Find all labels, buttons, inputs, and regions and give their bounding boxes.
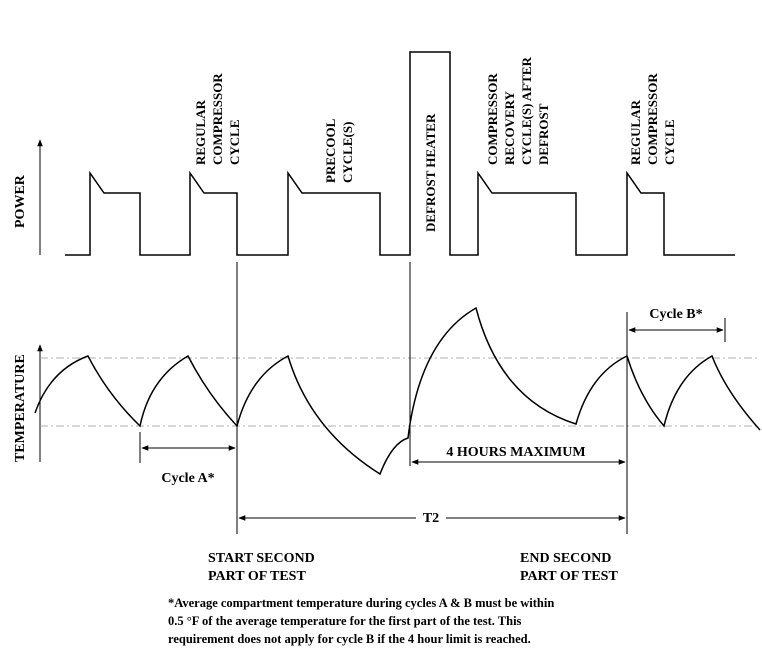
compressor-recovery-label: COMPRESSOR RECOVERY CYCLE(S) AFTER DEFRO… [485,56,551,165]
cycle-a-dimension: Cycle A* [141,445,236,486]
footnote-line-1: *Average compartment temperature during … [168,596,554,610]
cycle-a-label: Cycle A* [161,471,214,486]
defrost-heater-label: DEFROST HEATER [423,113,438,232]
footnote-line-3: requirement does not apply for cycle B i… [168,632,531,646]
svg-text:PART OF TEST: PART OF TEST [208,569,306,584]
svg-text:CYCLE(S): CYCLE(S) [340,122,355,183]
t2-label: T2 [423,511,439,526]
t2-dimension: T2 [238,508,626,526]
precool-cycle-label: PRECOOL CYCLE(S) [323,118,355,183]
temperature-axis-label: TEMPERATURE [13,354,28,462]
svg-text:CYCLE: CYCLE [227,119,242,165]
footnote: *Average compartment temperature during … [168,596,554,646]
power-axis: POWER [13,139,43,255]
svg-text:CYCLE(S) AFTER: CYCLE(S) AFTER [519,56,534,165]
regular-compressor-cycle-label-2: REGULAR COMPRESSOR CYCLE [628,73,677,165]
start-second-part-label: START SECOND PART OF TEST [208,551,315,584]
svg-text:END SECOND: END SECOND [520,551,611,566]
svg-text:DEFROST HEATER: DEFROST HEATER [423,113,438,232]
footnote-line-2: 0.5 °F of the average temperature for th… [168,614,522,628]
power-waveform [65,51,735,256]
svg-text:COMPRESSOR: COMPRESSOR [645,73,660,165]
svg-text:COMPRESSOR: COMPRESSOR [210,73,225,165]
svg-text:PRECOOL: PRECOOL [323,118,338,183]
svg-text:COMPRESSOR: COMPRESSOR [485,73,500,165]
svg-text:CYCLE: CYCLE [662,119,677,165]
svg-text:PART OF TEST: PART OF TEST [520,569,618,584]
cycle-b-label: Cycle B* [649,307,702,322]
svg-text:RECOVERY: RECOVERY [502,90,517,165]
svg-text:DEFROST: DEFROST [536,103,551,165]
four-hour-dimension: 4 HOURS MAXIMUM [411,442,626,465]
regular-compressor-cycle-label-1: REGULAR COMPRESSOR CYCLE [193,73,242,165]
svg-text:START SECOND: START SECOND [208,551,315,566]
temperature-waveform [34,306,761,476]
power-axis-label: POWER [13,174,28,228]
cycle-b-dimension: Cycle B* [628,307,724,333]
temperature-axis: TEMPERATURE [13,344,43,462]
svg-text:REGULAR: REGULAR [193,99,208,165]
four-hours-label: 4 HOURS MAXIMUM [446,445,585,460]
svg-text:REGULAR: REGULAR [628,99,643,165]
end-second-part-label: END SECOND PART OF TEST [520,551,618,584]
